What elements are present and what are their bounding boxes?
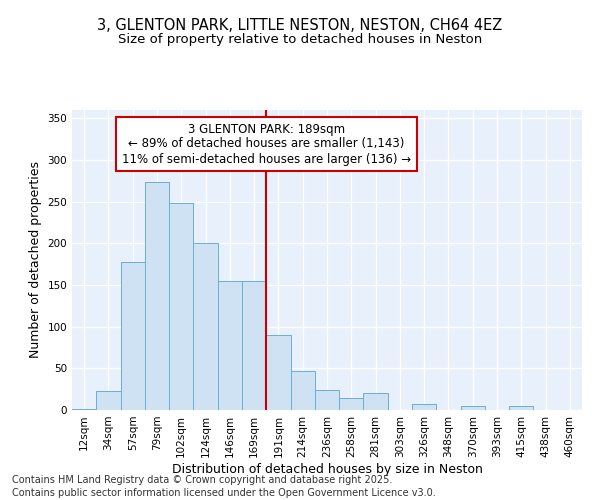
Text: 3, GLENTON PARK, LITTLE NESTON, NESTON, CH64 4EZ: 3, GLENTON PARK, LITTLE NESTON, NESTON, … [97,18,503,32]
Bar [96,391,121,410]
X-axis label: Distribution of detached houses by size in Neston: Distribution of detached houses by size … [172,462,482,475]
Text: 3 GLENTON PARK: 189sqm
← 89% of detached houses are smaller (1,143)
11% of semi-: 3 GLENTON PARK: 189sqm ← 89% of detached… [122,122,411,166]
Y-axis label: Number of detached properties: Number of detached properties [29,162,42,358]
Bar [315,390,339,410]
Bar [266,335,290,410]
Bar [218,281,242,410]
Bar [461,406,485,410]
Bar [290,371,315,410]
Text: Contains HM Land Registry data © Crown copyright and database right 2025.: Contains HM Land Registry data © Crown c… [12,475,392,485]
Bar [339,398,364,410]
Bar [509,406,533,410]
Bar [364,392,388,410]
Bar [72,409,96,410]
Bar [145,182,169,410]
Bar [242,281,266,410]
Bar [412,404,436,410]
Text: Size of property relative to detached houses in Neston: Size of property relative to detached ho… [118,32,482,46]
Text: Contains public sector information licensed under the Open Government Licence v3: Contains public sector information licen… [12,488,436,498]
Bar [169,204,193,410]
Bar [121,262,145,410]
Bar [193,244,218,410]
